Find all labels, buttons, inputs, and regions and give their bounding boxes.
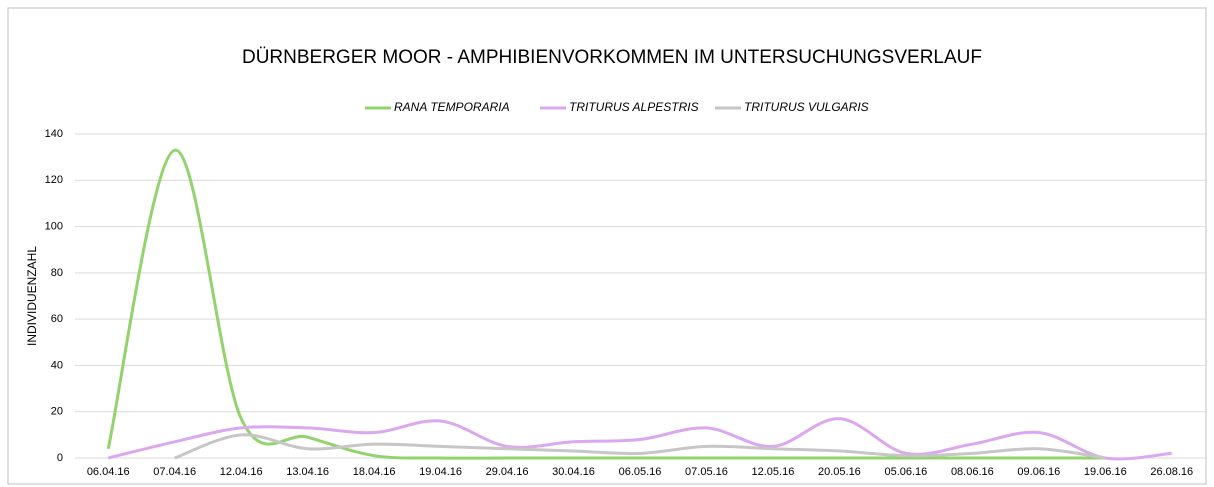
- legend-label: RANA TEMPORARIA: [394, 100, 510, 114]
- chart-title: DÜRNBERGER MOOR - AMPHIBIENVORKOMMEN IM …: [242, 47, 982, 68]
- x-tick-label: 12.05.16: [752, 466, 795, 478]
- x-tick-label: 26.08.16: [1150, 466, 1193, 478]
- y-tick-label: 40: [51, 359, 63, 371]
- series-line: [174, 433, 1106, 460]
- y-tick-label: 20: [51, 406, 63, 418]
- y-tick-label: 0: [57, 452, 63, 464]
- x-tick-label: 07.04.16: [153, 466, 196, 478]
- x-tick-label: 30.04.16: [552, 466, 595, 478]
- x-tick-label: 07.05.16: [685, 466, 728, 478]
- x-tick-label: 09.06.16: [1017, 466, 1060, 478]
- y-tick-label: 100: [45, 220, 63, 232]
- x-tick-label: 13.04.16: [286, 466, 329, 478]
- y-axis-label: INDIVIDUENZAHL: [25, 246, 39, 346]
- series-line: [106, 148, 1106, 460]
- legend-label: TRITURUS VULGARIS: [744, 100, 869, 114]
- x-tick-label: 08.06.16: [951, 466, 994, 478]
- y-tick-label: 80: [51, 267, 63, 279]
- x-tick-label: 12.04.16: [220, 466, 263, 478]
- x-tick-label: 06.04.16: [87, 466, 130, 478]
- y-tick-label: 120: [45, 174, 63, 186]
- x-tick-label: 18.04.16: [353, 466, 396, 478]
- legend-label: TRITURUS ALPESTRIS: [569, 100, 699, 114]
- x-tick-label: 20.05.16: [818, 466, 861, 478]
- x-tick-label: 29.04.16: [486, 466, 529, 478]
- y-tick-label: 140: [45, 128, 63, 140]
- x-tick-label: 19.04.16: [419, 466, 462, 478]
- chart-border: [7, 7, 1207, 485]
- y-tick-label: 60: [51, 313, 63, 325]
- x-tick-label: 19.06.16: [1084, 466, 1127, 478]
- series-line: [107, 417, 1172, 461]
- x-tick-label: 05.06.16: [884, 466, 927, 478]
- x-tick-label: 06.05.16: [619, 466, 662, 478]
